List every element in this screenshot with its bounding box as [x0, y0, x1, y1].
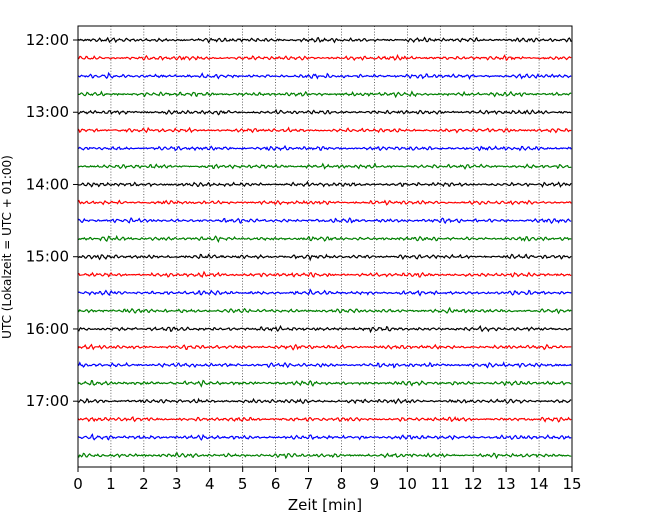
trace-1445: [77, 234, 572, 244]
trace-1545: [77, 306, 572, 315]
trace-1515: [77, 270, 572, 279]
seismogram-traces: [77, 36, 572, 460]
plot-frame: [77, 25, 573, 468]
x-tick-label: 11: [431, 475, 450, 493]
trace-1245: [77, 90, 572, 99]
trace-1745: [77, 452, 572, 460]
trace-1345: [77, 162, 572, 170]
trace-1215: [77, 53, 572, 62]
trace-1500: [77, 253, 572, 262]
y-axis-label: UTC (Lokalzeit = UTC + 01:00): [0, 155, 14, 339]
trace-1430: [77, 216, 572, 225]
x-tick-label: 6: [271, 475, 281, 493]
x-tick-label: 13: [497, 475, 516, 493]
x-tick-label: 2: [139, 475, 149, 493]
x-tick-label: 5: [238, 475, 248, 493]
x-tick-label: 3: [172, 475, 182, 493]
y-tick-label: 15:00: [26, 248, 69, 266]
y-axis-ticks: 12:00 13:00 14:00 15:00 16:00 17:00: [26, 31, 78, 410]
trace-1230: [77, 71, 572, 80]
x-axis-ticks: 0 1 2 3 4 5 6 7 8 9 10 11 12 13 14 15: [73, 467, 582, 493]
x-tick-label: 12: [464, 475, 483, 493]
y-tick-label: 14:00: [26, 175, 69, 193]
trace-1315: [77, 126, 572, 134]
y-tick-label: 16:00: [26, 320, 69, 338]
x-tick-label: 8: [337, 475, 347, 493]
plot-background: [78, 26, 572, 467]
trace-1300: [77, 108, 572, 116]
trace-1630: [77, 361, 572, 369]
trace-1400: [77, 180, 572, 188]
x-tick-label: 9: [370, 475, 380, 493]
x-tick-label: 7: [304, 475, 314, 493]
x-tick-label: 10: [398, 475, 417, 493]
trace-1415: [77, 199, 572, 206]
trace-1200: [77, 36, 572, 44]
trace-1530: [77, 288, 572, 297]
x-tick-label: 1: [106, 475, 116, 493]
trace-1330: [77, 144, 572, 152]
x-axis-label: Zeit [min]: [288, 496, 362, 514]
trace-1645: [77, 379, 572, 388]
x-tick-label: 0: [73, 475, 83, 493]
y-tick-label: 13:00: [26, 103, 69, 121]
trace-1700: [77, 397, 572, 405]
trace-1600: [77, 324, 572, 334]
x-tick-label: 4: [205, 475, 215, 493]
y-tick-label: 12:00: [26, 31, 69, 49]
y-tick-label: 17:00: [26, 392, 69, 410]
trace-1615: [77, 343, 572, 351]
x-tick-label: 14: [530, 475, 549, 493]
trace-1715: [77, 416, 572, 423]
vertical-grid: [110, 26, 540, 467]
trace-1730: [77, 433, 572, 441]
x-tick-label: 15: [562, 475, 581, 493]
